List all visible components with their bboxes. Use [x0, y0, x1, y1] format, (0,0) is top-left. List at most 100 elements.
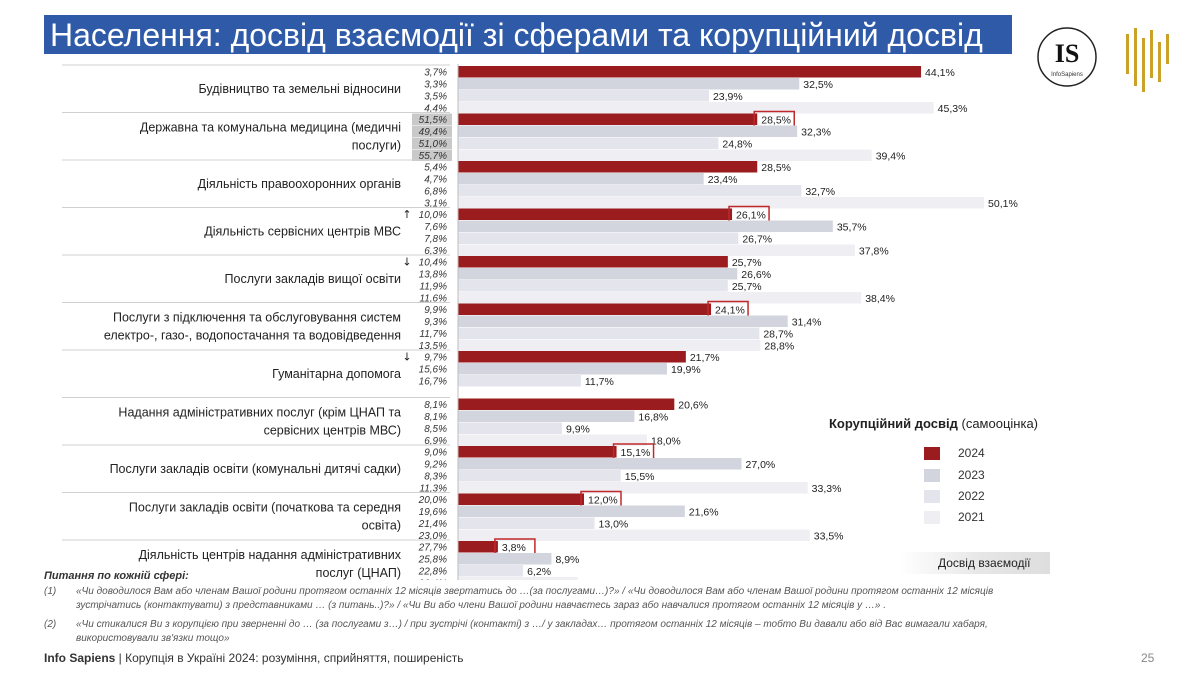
category-label: Послуги закладів вищої освіти: [225, 272, 401, 286]
corruption-value-label: 11,9%: [419, 282, 447, 293]
data-label: 16,8%: [638, 412, 668, 424]
page-title: Населення: досвід взаємодії зі сферами т…: [50, 17, 983, 53]
legend-item-2022: 2022: [924, 489, 985, 505]
bar-2024: [458, 493, 584, 505]
data-label: 15,1%: [621, 447, 651, 459]
bar-2024: [458, 398, 675, 410]
corruption-value-label: 9,7%: [424, 353, 447, 364]
bar-2021: [458, 434, 647, 446]
bar-2021: [458, 292, 862, 304]
data-label: 26,7%: [742, 234, 772, 246]
category-label: Державна та комунальна медицина (медичні: [140, 121, 401, 135]
partner-logo-icon: [1126, 28, 1169, 92]
data-label: 8,9%: [555, 554, 579, 566]
corruption-value-label: 13,5%: [419, 341, 447, 352]
corruption-value-label: 51,0%: [419, 139, 447, 150]
category-label: Діяльність правоохоронних органів: [198, 177, 402, 191]
corruption-value-label: 3,1%: [424, 199, 447, 210]
bar-2023: [458, 268, 738, 280]
corruption-value-label: 11,7%: [419, 329, 447, 340]
bar-2022: [458, 185, 802, 197]
title-band: [44, 15, 1012, 54]
data-label: 28,5%: [761, 162, 791, 174]
bar-2023: [458, 220, 833, 232]
logo-subtext: InfoSapiens: [1051, 72, 1083, 78]
corruption-value-label: 13,8%: [419, 270, 447, 281]
category-label: послуги): [352, 139, 401, 153]
corruption-value-label: 3,7%: [424, 68, 447, 79]
corruption-value-label: 8,1%: [424, 400, 447, 411]
data-label: 23,9%: [713, 91, 743, 103]
corruption-value-label: 22,8%: [418, 567, 447, 578]
bar-2024: [458, 303, 712, 315]
data-label: 21,6%: [689, 507, 719, 519]
corruption-value-label: 23,0%: [418, 531, 447, 542]
bar-2021: [458, 529, 810, 541]
data-label: 15,5%: [625, 471, 655, 483]
bar-2024: [458, 66, 922, 78]
data-label: 37,8%: [859, 246, 889, 258]
bar-2023: [458, 315, 788, 327]
category-label: Будівництво та земельні відносини: [199, 82, 402, 96]
data-label: 11,7%: [585, 376, 614, 388]
corruption-value-label: 25,8%: [418, 555, 447, 566]
interaction-legend-label: Досвід взаємодії: [938, 556, 1031, 570]
corruption-value-label: 7,6%: [424, 222, 447, 233]
corruption-value-label: 6,9%: [424, 436, 447, 447]
data-label: 23,4%: [708, 174, 738, 186]
chart: Будівництво та земельні відносини 3,7%3,3…: [62, 64, 1018, 581]
corruption-value-label: 49,4%: [419, 127, 447, 138]
corruption-value-label: 4,4%: [424, 104, 447, 115]
category-label: Послуги з підключення та обслуговування …: [113, 311, 401, 325]
bar-2023: [458, 173, 704, 185]
legend-item-2024: 2024: [924, 446, 985, 462]
legend-item-2021: 2021: [924, 510, 985, 526]
data-label: 19,9%: [671, 364, 701, 376]
data-label: 12,0%: [588, 495, 618, 507]
corruption-value-label: 10,0%: [419, 210, 447, 221]
legend-item-2023: 2023: [924, 468, 985, 484]
data-label: 28,7%: [763, 329, 793, 341]
corruption-value-label: 20,4%: [418, 579, 447, 581]
data-label: 25,7%: [732, 281, 762, 293]
infosapiens-logo: IS InfoSapiens: [1037, 27, 1097, 87]
data-label: 39,4%: [876, 151, 906, 163]
bar-2022: [458, 327, 760, 339]
bar-2023: [458, 78, 800, 90]
corruption-value-bg: [412, 113, 452, 125]
trend-arrow-icon: ↓: [402, 351, 411, 364]
data-label: 20,6%: [678, 400, 708, 412]
bar-2023: [458, 553, 552, 565]
corruption-value-label: 3,5%: [424, 92, 447, 103]
corruption-value-label: 55,7%: [419, 151, 447, 162]
corruption-value-label: 9,2%: [424, 460, 447, 471]
corruption-value-label: 20,0%: [418, 495, 447, 506]
data-label: 35,7%: [837, 222, 867, 234]
footer: Info Sapiens | Корупція в Україні 2024: …: [44, 651, 464, 665]
category-label: електро-, газо-, водопостачання та водов…: [104, 329, 401, 343]
corruption-value-label: 10,4%: [419, 258, 447, 269]
corruption-value-label: 9,0%: [424, 448, 447, 459]
category-label: освіта): [362, 519, 401, 533]
corruption-value-label: 16,7%: [419, 377, 447, 388]
data-label: 33,3%: [812, 483, 842, 495]
bar-2024: [458, 113, 758, 125]
corruption-value-label: 51,5%: [419, 115, 447, 126]
data-label: 28,8%: [764, 341, 794, 353]
data-label: 6,2%: [527, 566, 551, 578]
bar-2022: [458, 565, 524, 577]
bar-2022: [458, 90, 709, 102]
corruption-value-bg: [412, 149, 452, 161]
data-label: 32,7%: [805, 186, 835, 198]
bar-2022: [458, 137, 719, 149]
bar-2022: [458, 517, 595, 529]
category-label: Надання адміністративних послуг (крім ЦН…: [118, 406, 401, 420]
trend-arrow-icon: ↑: [402, 208, 411, 221]
bar-2024: [458, 161, 758, 173]
data-label: 13,0%: [599, 519, 629, 531]
bar-2021: [458, 149, 872, 161]
footnote-number: (1): [44, 586, 57, 597]
bar-2024: [458, 446, 617, 458]
corruption-value-label: 4,7%: [424, 175, 447, 186]
trend-arrow-icon: ↓: [402, 256, 411, 269]
